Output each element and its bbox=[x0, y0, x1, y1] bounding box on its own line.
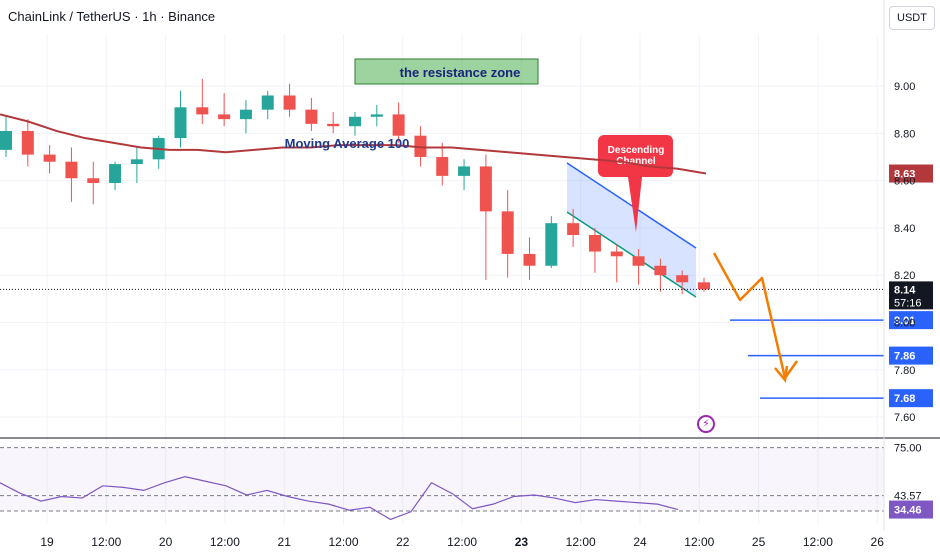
descending-channel: Descending Channel bbox=[566, 135, 697, 298]
rsi-band bbox=[0, 447, 884, 512]
channel-fill bbox=[567, 163, 696, 297]
target-price-label: 7.86 bbox=[894, 351, 915, 363]
x-tick-label: 25 bbox=[752, 535, 766, 549]
candle-body bbox=[654, 265, 667, 276]
flash-icon[interactable]: ⚡ bbox=[697, 415, 715, 433]
projection-arrowhead bbox=[774, 365, 789, 383]
x-tick-label: 26 bbox=[871, 535, 885, 549]
candle-body bbox=[305, 109, 318, 124]
rsi-level-label: 75.00 bbox=[894, 443, 922, 455]
candle-body bbox=[109, 164, 122, 183]
y-tick-label: 7.80 bbox=[894, 365, 915, 377]
candle-body bbox=[523, 253, 536, 266]
candle-body bbox=[130, 159, 143, 165]
last-price-tag bbox=[889, 281, 933, 310]
x-tick-label: 12:00 bbox=[447, 535, 477, 549]
candle-body bbox=[436, 156, 449, 176]
x-tick-label: 21 bbox=[278, 535, 292, 549]
y-tick-label: 7.60 bbox=[894, 412, 915, 424]
ma-100-path bbox=[0, 113, 707, 175]
rsi-current-label: 34.46 bbox=[894, 505, 922, 517]
target-price-label: 8.01 bbox=[894, 315, 915, 327]
candle-body bbox=[327, 123, 340, 127]
target-price-label: 7.68 bbox=[894, 393, 915, 405]
ma-100-line: Moving Average 100 bbox=[0, 113, 707, 175]
currency-button[interactable]: USDT bbox=[889, 6, 935, 30]
candle-body bbox=[632, 256, 645, 266]
ma-price-tag bbox=[889, 164, 933, 183]
rsi-line bbox=[0, 476, 679, 521]
channel-lower bbox=[566, 211, 697, 298]
target-price-tag bbox=[889, 346, 933, 365]
target-price-tag bbox=[889, 389, 933, 408]
candle-body bbox=[698, 282, 710, 290]
y-tick-label: 8.60 bbox=[894, 176, 915, 188]
x-tick-label: 12:00 bbox=[91, 535, 121, 549]
candle-body bbox=[479, 166, 492, 212]
x-tick-label: 12:00 bbox=[684, 535, 714, 549]
x-tick-label: 20 bbox=[159, 535, 173, 549]
target-price-tag bbox=[889, 311, 933, 330]
y-tick-label: 8.80 bbox=[894, 128, 915, 140]
channel-callout-label: Descending Channel bbox=[608, 145, 665, 167]
candle-body bbox=[676, 275, 689, 283]
channel-upper bbox=[566, 162, 697, 249]
candle-body bbox=[501, 211, 514, 254]
x-tick-label: 22 bbox=[396, 535, 410, 549]
x-tick-label: 24 bbox=[633, 535, 647, 549]
candle-body bbox=[392, 114, 405, 136]
candle-body bbox=[196, 107, 209, 115]
projection-path bbox=[712, 252, 799, 380]
candle-body bbox=[349, 116, 361, 127]
candle-body bbox=[43, 154, 56, 162]
candle-body bbox=[65, 161, 78, 179]
candle-body bbox=[87, 178, 100, 183]
candle-body bbox=[567, 223, 580, 235]
candle-body bbox=[261, 95, 274, 110]
projection-arrow bbox=[712, 252, 799, 383]
x-tick-label: 12:00 bbox=[566, 535, 596, 549]
y-tick-label: 8.00 bbox=[894, 317, 915, 329]
candle-body bbox=[283, 95, 296, 110]
candle-body bbox=[239, 109, 252, 120]
ma-label: Moving Average 100 bbox=[285, 136, 410, 151]
x-tick-label: 12:00 bbox=[210, 535, 240, 549]
x-tick-label: 12:00 bbox=[803, 535, 833, 549]
x-tick-label: 23 bbox=[515, 535, 529, 549]
ma-price-label: 8.63 bbox=[894, 169, 915, 181]
channel-callout-pointer bbox=[628, 177, 642, 232]
rsi-current-tag bbox=[889, 500, 933, 519]
x-tick-label: 12:00 bbox=[328, 535, 358, 549]
y-tick-label: 8.40 bbox=[894, 223, 915, 235]
x-tick-label: 19 bbox=[40, 535, 54, 549]
resistance-zone: the resistance zone bbox=[354, 58, 539, 85]
y-tick-label: 8.20 bbox=[894, 270, 915, 282]
candle-body bbox=[174, 107, 187, 139]
candle-body bbox=[545, 223, 558, 266]
candle-body bbox=[610, 251, 623, 257]
countdown-label: 57:16 bbox=[894, 297, 922, 309]
resistance-zone-box bbox=[354, 58, 539, 85]
y-tick-label: 9.00 bbox=[894, 81, 915, 93]
resistance-zone-label: the resistance zone bbox=[400, 65, 521, 80]
chart-title: ChainLink / TetherUS · 1h · Binance bbox=[8, 9, 216, 24]
candle-body bbox=[0, 130, 12, 150]
candle-body bbox=[458, 166, 471, 176]
candle-body bbox=[588, 235, 601, 252]
rsi-level-label: 43.57 bbox=[894, 491, 922, 503]
candle-body bbox=[218, 114, 231, 120]
candle-body bbox=[370, 114, 383, 117]
last-price-label: 8.14 bbox=[894, 284, 916, 296]
candle-body bbox=[21, 130, 34, 155]
